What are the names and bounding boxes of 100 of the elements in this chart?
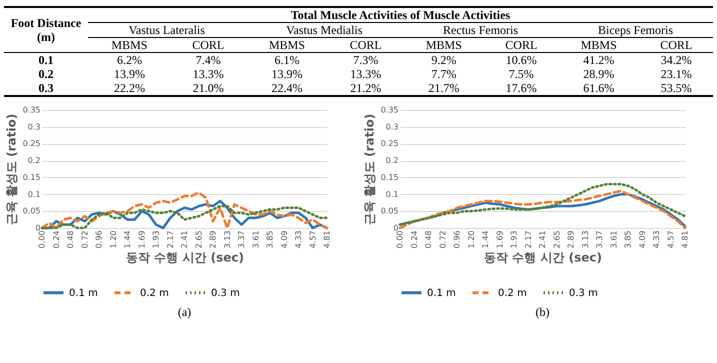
text: 0.2: [38, 67, 54, 81]
text: 7.5%: [508, 67, 535, 81]
text: 9.2%: [430, 52, 458, 67]
x-tick-label: 4.33: [652, 230, 661, 248]
y-tick-label: 0.2: [386, 156, 398, 166]
x-tick-label: 2.89: [566, 230, 576, 248]
y-tick-label: 0.2: [28, 156, 40, 166]
text: MBMS: [246, 38, 328, 52]
y-tick-label: 0: [393, 224, 398, 232]
x-tick-label: 0.72: [80, 230, 90, 248]
x-tick-label: 4.57: [666, 230, 676, 248]
legend-label: 0.2 m: [498, 288, 527, 299]
text: 17.6%: [504, 81, 538, 96]
text: 6.1%: [273, 52, 300, 67]
text: 21.7%: [427, 81, 460, 96]
x-tick-label: 1.93: [510, 230, 518, 248]
text: 7.7%: [430, 67, 458, 81]
text: 53.5%: [660, 81, 693, 96]
text: 21.0%: [192, 81, 225, 96]
x-tick-label: 2.41: [180, 230, 189, 248]
y-tick-label: 0.25: [22, 139, 40, 148]
text: CORL: [484, 38, 558, 52]
text: CORL: [170, 38, 246, 52]
x-tick-label: 4.81: [322, 230, 332, 248]
y-tick-label: 0.35: [380, 106, 398, 114]
x-tick-label: 0.96: [452, 230, 462, 248]
text: MBMS: [403, 38, 485, 52]
text: 34.2%: [660, 52, 693, 67]
text: 7.3%: [352, 52, 380, 67]
x-tick-label: 1.44: [123, 230, 132, 248]
line-series: [40, 191, 328, 230]
text: 22.2%: [112, 81, 146, 96]
text: 28.9%: [582, 67, 616, 81]
legend-label: 0.3 m: [569, 288, 598, 299]
x-tick-label: 3.85: [266, 230, 274, 248]
text: Rectus Femoris: [403, 22, 558, 38]
y-tick-label: 0.3: [28, 122, 40, 132]
text: 21.2%: [349, 81, 382, 96]
text: 0.3: [38, 81, 54, 96]
x-tick-label: 0.24: [52, 230, 61, 248]
text: MBMS: [558, 38, 640, 52]
text: Foot Distance (m): [4, 7, 88, 52]
text: (b): [536, 305, 550, 319]
text: 41.2%: [582, 52, 616, 67]
y-axis-title: 근육 활성도 (ratio): [4, 114, 19, 226]
text: MBMS: [88, 38, 171, 52]
x-tick-label: 1.20: [466, 230, 476, 248]
x-tick-label: 0.00: [396, 230, 404, 248]
x-tick-label: 3.13: [580, 230, 590, 248]
x-tick-label: 2.17: [166, 230, 175, 248]
text: 10.6%: [504, 52, 538, 67]
text: CORL: [640, 38, 713, 52]
legend-label: 0.1 m: [427, 288, 456, 299]
x-tick-label: 3.37: [237, 230, 246, 248]
line-series: [40, 204, 328, 230]
text: CORL: [328, 38, 404, 52]
text: 22.4%: [270, 81, 304, 96]
y-tick-label: 0.25: [380, 139, 398, 148]
x-tick-label: 3.37: [595, 230, 604, 248]
x-tick-label: 0.48: [66, 230, 75, 248]
x-tick-label: 1.69: [137, 230, 146, 248]
text: 61.6%: [582, 81, 616, 96]
y-tick-label: 0.05: [22, 206, 40, 216]
text: 13.9%: [112, 67, 146, 81]
y-axis-title: 근육 활성도 (ratio): [362, 114, 377, 226]
x-tick-label: 4.57: [308, 230, 318, 248]
y-tick-label: 0.15: [22, 172, 40, 182]
y-tick-label: 0.15: [380, 172, 398, 182]
x-tick-label: 4.81: [680, 230, 690, 248]
text: Total Muscle Activities of Muscle Activities: [88, 7, 713, 22]
text: Vastus Medialis: [246, 22, 404, 38]
line-series: [398, 182, 686, 226]
y-tick-label: 0.3: [386, 122, 398, 132]
y-tick-label: 0.35: [22, 106, 40, 114]
x-axis-title: 동작 수행 시간 (sec): [484, 250, 602, 264]
x-tick-label: 0.96: [94, 230, 104, 248]
text: 13.3%: [192, 67, 225, 81]
text: 0.1: [38, 52, 54, 67]
legend-label: 0.3 m: [211, 288, 240, 299]
x-tick-label: 0.24: [410, 230, 419, 248]
x-tick-label: 1.93: [152, 230, 160, 248]
x-tick-label: 2.41: [538, 230, 547, 248]
text: 13.9%: [270, 67, 304, 81]
x-tick-label: 2.65: [552, 230, 562, 248]
x-tick-label: 4.09: [638, 230, 647, 248]
y-tick-label: 0.05: [380, 206, 398, 216]
y-tick-label: 0.1: [386, 190, 398, 199]
x-axis-title: 동작 수행 시간 (sec): [126, 250, 244, 264]
x-tick-label: 1.69: [495, 230, 504, 248]
x-tick-label: 0.00: [38, 230, 46, 248]
legend-label: 0.1 m: [69, 288, 98, 299]
legend-label: 0.2 m: [140, 288, 169, 299]
x-tick-label: 3.13: [222, 230, 232, 248]
x-tick-label: 1.20: [108, 230, 118, 248]
text: 13.3%: [349, 67, 382, 81]
x-tick-label: 2.17: [524, 230, 533, 248]
x-tick-label: 4.09: [280, 230, 289, 248]
text: 6.2%: [116, 52, 143, 67]
text: 7.4%: [194, 52, 222, 67]
text: (a): [178, 305, 192, 319]
